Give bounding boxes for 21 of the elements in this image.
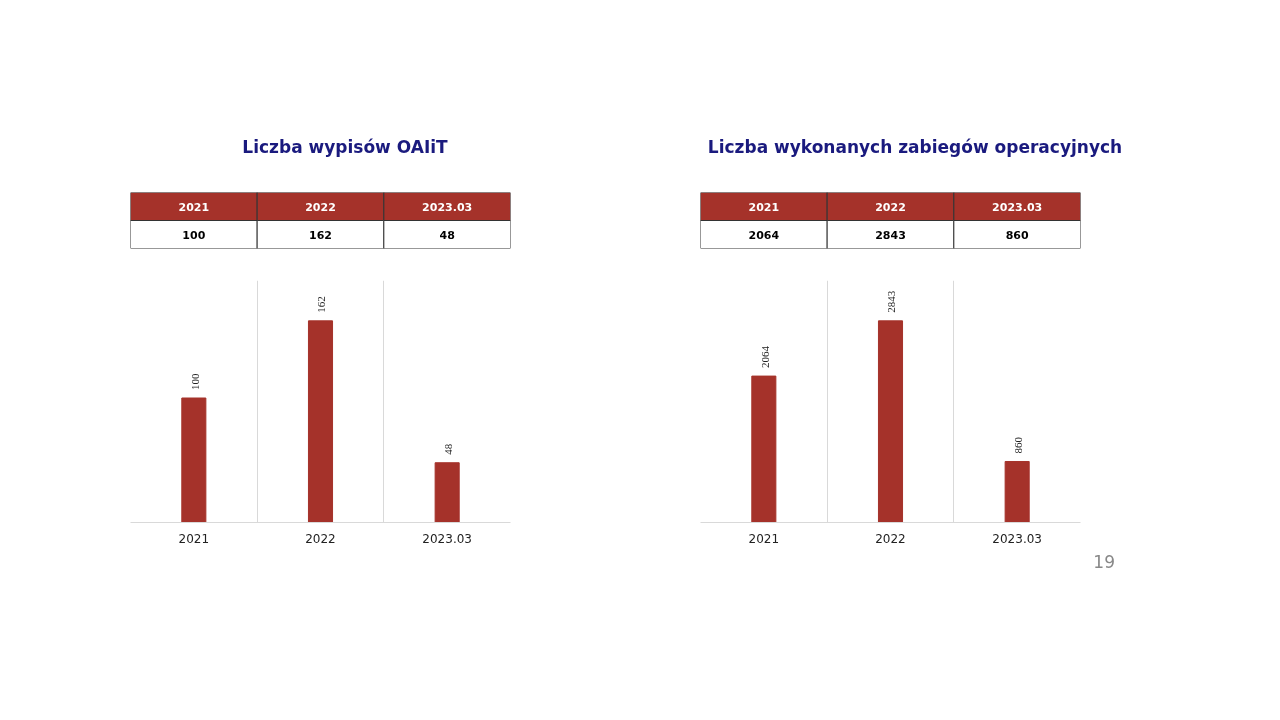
- data-label: 2064: [748, 228, 780, 242]
- annotation: 100: [188, 373, 201, 391]
- chart-title: Liczba wykonanych zabiegów operacyjnych: [706, 136, 1124, 159]
- text: 19: [1092, 551, 1115, 574]
- x-tick-label: 2022: [305, 200, 336, 214]
- data-label: 100: [182, 228, 206, 242]
- data-label: 162: [309, 228, 332, 242]
- x-tick-label: 2021: [178, 200, 210, 214]
- x-tick-label: 2021: [748, 531, 780, 546]
- data-label: 860: [1005, 228, 1029, 242]
- annotation: 2064: [758, 345, 771, 369]
- chart-title: Liczba wypisów OAIiT: [241, 136, 449, 159]
- annotation: 48: [442, 443, 455, 455]
- x-tick-label: 2023.03: [422, 200, 473, 214]
- annotation: 860: [1012, 436, 1025, 454]
- annotation: 162: [315, 296, 328, 313]
- data-label: 2843: [875, 228, 906, 242]
- x-tick-label: 2022: [875, 531, 906, 546]
- annotation: 2843: [885, 290, 898, 313]
- x-tick-label: 2023.03: [992, 531, 1042, 546]
- data-label: 48: [439, 228, 455, 242]
